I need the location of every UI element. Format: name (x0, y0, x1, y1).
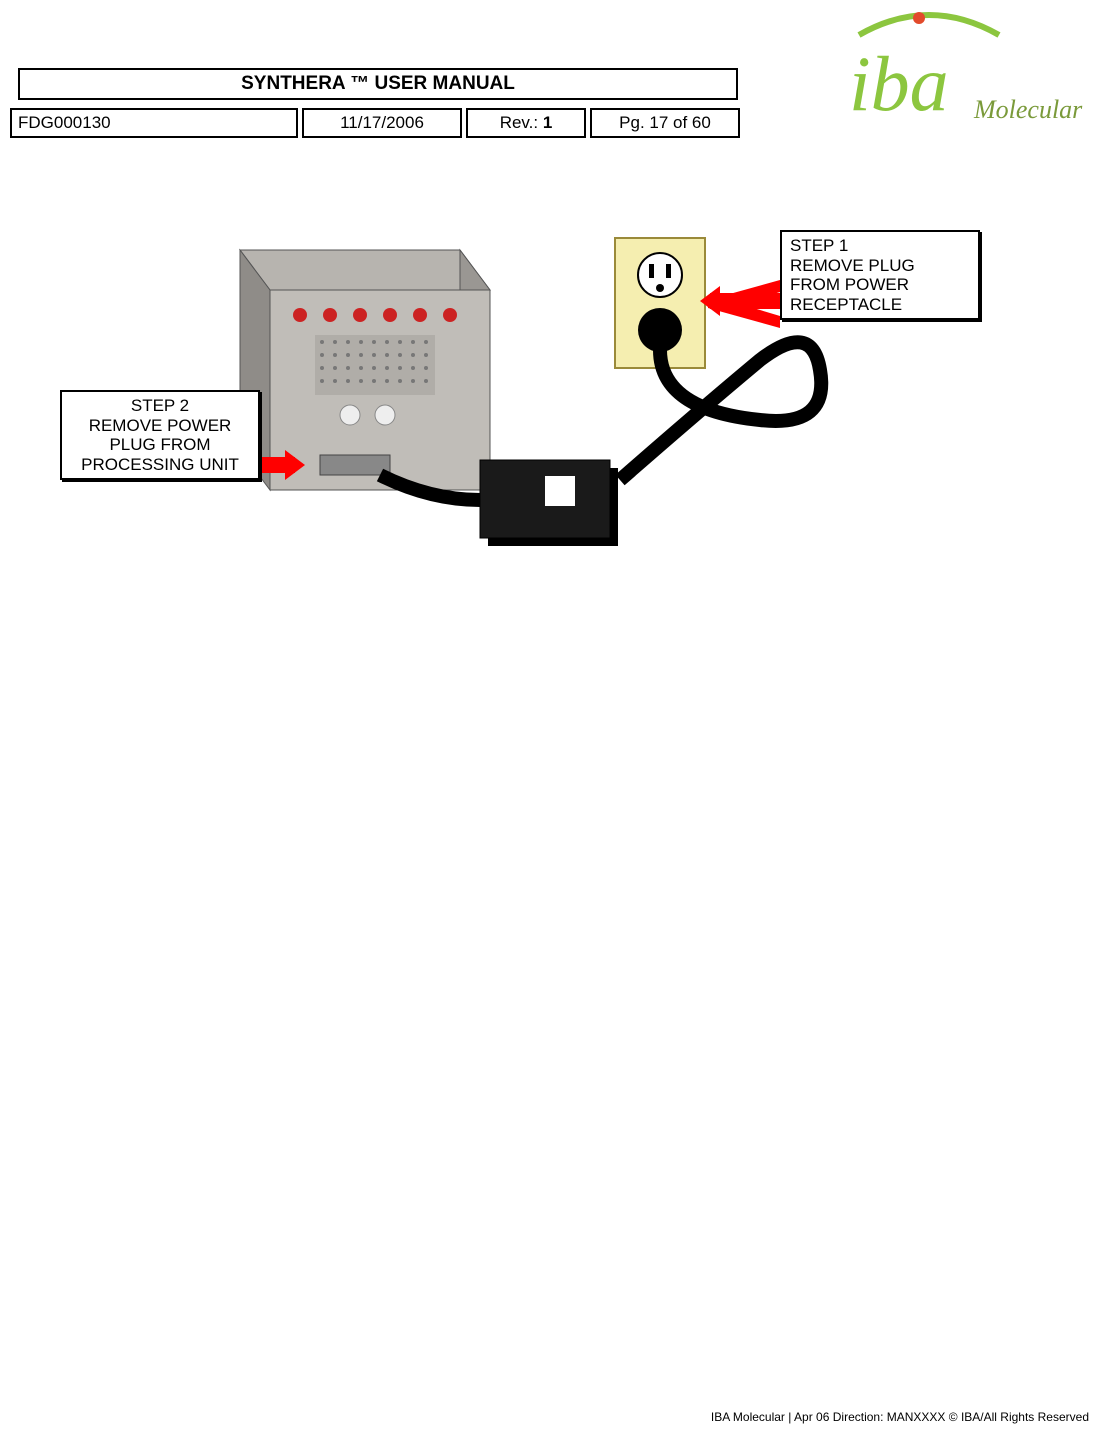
logo-icon: iba Molecular (819, 10, 1099, 150)
date-cell: 11/17/2006 (302, 108, 462, 138)
company-logo: iba Molecular (819, 10, 1099, 150)
header: SYNTHERA ™ USER MANUAL FDG000130 11/17/2… (10, 10, 1109, 150)
callout-step2: STEP 2 REMOVE POWER PLUG FROM PROCESSING… (60, 390, 260, 480)
power-brick-icon (480, 460, 618, 546)
callout-step1: STEP 1 REMOVE PLUG FROM POWER RECEPTACLE (780, 230, 980, 320)
figure: STEP 1 REMOVE PLUG FROM POWER RECEPTACLE… (60, 220, 1020, 620)
processing-unit-icon (240, 250, 490, 490)
footer-text: IBA Molecular | Apr 06 Direction: MANXXX… (711, 1410, 1089, 1424)
svg-text:iba: iba (849, 40, 949, 127)
meta-row: FDG000130 11/17/2006 Rev.: 1 Pg. 17 of 6… (10, 108, 740, 138)
document-title: SYNTHERA ™ USER MANUAL (18, 68, 738, 100)
rev-cell: Rev.: 1 (466, 108, 586, 138)
page: SYNTHERA ™ USER MANUAL FDG000130 11/17/2… (0, 0, 1119, 1442)
svg-text:Molecular: Molecular (973, 95, 1083, 124)
page-number-cell: Pg. 17 of 60 (590, 108, 740, 138)
rev-label: Rev.: (500, 113, 543, 132)
outlet-icon (615, 238, 705, 368)
doc-id-cell: FDG000130 (10, 108, 298, 138)
rev-number: 1 (543, 113, 552, 132)
